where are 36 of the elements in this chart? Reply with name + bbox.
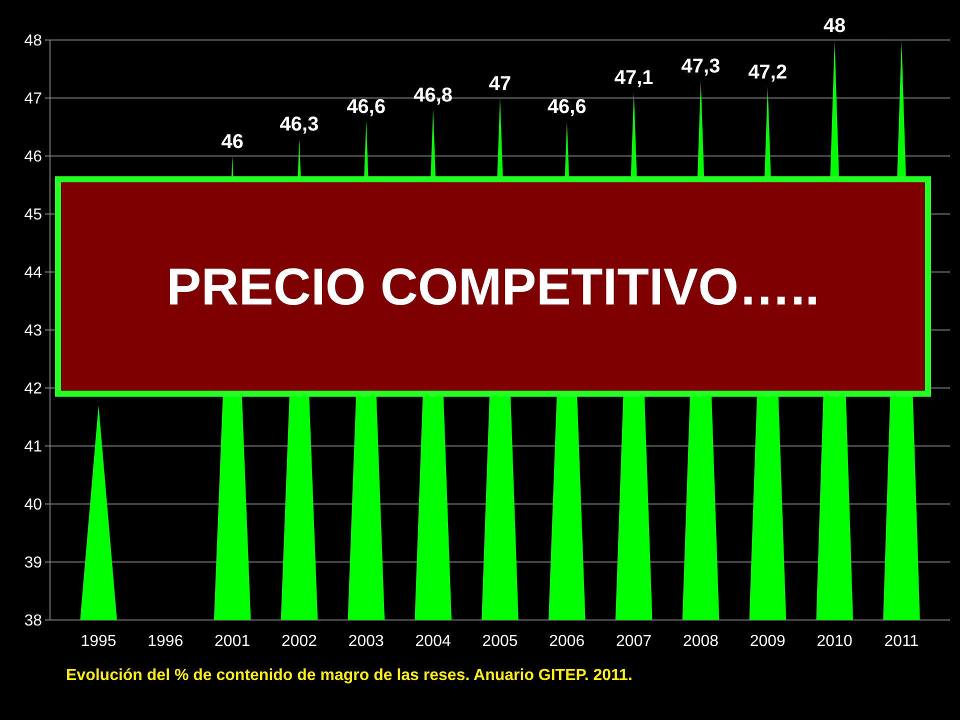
x-tick-label: 1996 xyxy=(148,633,184,650)
y-tick-label: 45 xyxy=(24,206,42,224)
x-tick-label: 2008 xyxy=(682,633,719,650)
x-tick-label: 2001 xyxy=(214,633,250,650)
y-tick-label: 41 xyxy=(24,438,42,456)
y-tick-label: 39 xyxy=(24,554,42,572)
x-tick-label: 2005 xyxy=(482,633,518,650)
y-tick-label: 38 xyxy=(24,612,42,630)
y-tick-label: 46 xyxy=(24,148,42,166)
x-tick-label: 2003 xyxy=(348,633,384,650)
data-label: 46,6 xyxy=(346,96,386,118)
data-label: 46 xyxy=(221,131,244,153)
text: Evolución del % de contenido de magro de las reses. Anuario GITEP. 2011. xyxy=(66,667,632,684)
y-tick-label: 48 xyxy=(24,32,42,50)
y-tick-label: 40 xyxy=(24,496,42,514)
y-tick-label: 43 xyxy=(24,322,42,340)
y-tick-label: 47 xyxy=(24,90,42,108)
data-label: 48 xyxy=(823,15,846,37)
x-tick-label: 2010 xyxy=(816,633,852,650)
data-label: 47,3 xyxy=(681,56,720,78)
x-tick-label: 2006 xyxy=(549,633,585,650)
data-label: 46,6 xyxy=(547,96,586,118)
data-label: 47,1 xyxy=(614,67,654,90)
x-tick-label: 2011 xyxy=(884,633,919,650)
data-label: 46,3 xyxy=(280,114,319,136)
x-tick-label: 1995 xyxy=(80,633,116,650)
annotation: PRECIO COMPETITIVO….. xyxy=(166,258,820,317)
x-tick-label: 2004 xyxy=(415,633,451,650)
x-tick-label: 2007 xyxy=(616,633,652,650)
x-tick-label: 2009 xyxy=(750,633,786,650)
y-tick-label: 42 xyxy=(24,380,42,398)
x-tick-label: 2002 xyxy=(281,633,318,650)
data-label: 47 xyxy=(488,73,512,95)
data-label: 47,2 xyxy=(748,61,788,84)
y-tick-label: 44 xyxy=(24,264,42,282)
data-label: 46,8 xyxy=(414,84,453,107)
